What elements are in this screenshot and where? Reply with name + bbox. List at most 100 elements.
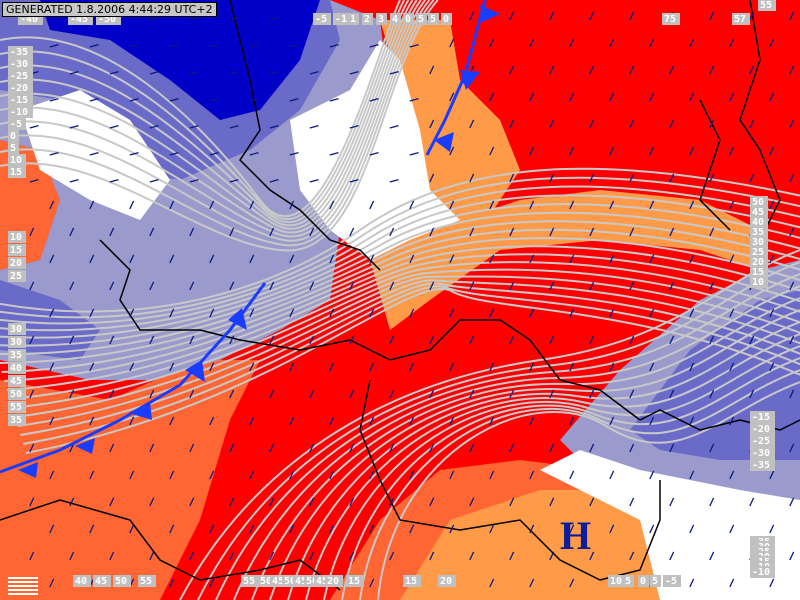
wind-arrow — [529, 416, 535, 426]
wind-arrow — [569, 578, 575, 588]
wind-arrow — [609, 308, 615, 318]
wind-arrow — [189, 551, 195, 561]
legend-icon — [8, 577, 38, 595]
wind-arrow — [209, 98, 219, 102]
wind-arrow — [229, 551, 235, 561]
wind-arrow — [709, 497, 715, 507]
isotherm-line — [0, 0, 406, 220]
contour-label: 40 — [10, 363, 22, 374]
wind-arrow — [109, 443, 115, 453]
contour-label: 75 — [664, 14, 676, 25]
wind-arrow — [609, 416, 615, 426]
isotherm-line — [377, 381, 800, 600]
wind-arrow — [189, 71, 199, 75]
contour-label-bg — [750, 206, 768, 218]
wind-arrow — [529, 362, 535, 372]
contour-label-bg — [750, 423, 775, 435]
cold-front-triangle — [132, 402, 152, 420]
wind-arrow — [269, 71, 279, 75]
wind-arrow — [269, 227, 275, 237]
wind-arrow — [649, 308, 655, 318]
wind-arrow — [29, 389, 35, 399]
contour-label: 45 — [272, 576, 284, 587]
contour-label-bg — [750, 196, 768, 208]
contour-label-bg — [416, 13, 427, 25]
wind-arrow — [209, 470, 215, 480]
wind-arrow — [449, 254, 455, 264]
isotherm-line — [4, 245, 800, 382]
wind-arrow — [429, 227, 435, 237]
contour-label: -45 — [70, 14, 88, 25]
wind-arrow — [569, 254, 575, 264]
wind-arrow — [369, 416, 375, 426]
cold-front-triangle — [434, 132, 454, 152]
wind-arrow — [509, 227, 515, 237]
isotherm-line — [287, 321, 800, 600]
wind-arrow — [489, 578, 495, 588]
wind-arrow — [309, 551, 315, 561]
wind-arrow — [49, 44, 59, 48]
isotherm-line — [0, 0, 401, 218]
wind-arrow — [729, 578, 735, 588]
contour-label: 30 — [752, 237, 764, 248]
wind-arrow — [649, 524, 655, 534]
wind-arrow — [629, 497, 635, 507]
contour-label: 5 — [625, 576, 631, 587]
contour-label: 30 — [10, 324, 22, 335]
wind-arrow — [109, 497, 115, 507]
wind-arrow — [549, 65, 555, 75]
wind-arrow — [509, 335, 515, 345]
isotherm-line — [179, 249, 800, 600]
isotherm-line — [269, 309, 800, 600]
wind-arrow — [49, 362, 55, 372]
cold-front-line — [425, 0, 487, 156]
wind-arrow — [549, 173, 555, 183]
wind-arrow — [129, 524, 135, 534]
wind-arrow — [149, 389, 155, 399]
wind-arrow — [289, 98, 299, 102]
wind-arrow — [209, 308, 215, 318]
wind-arrow — [529, 254, 535, 264]
contour-label-bg — [750, 266, 768, 278]
wind-arrow — [409, 152, 419, 156]
wind-arrow — [389, 335, 395, 345]
wind-arrow — [669, 227, 675, 237]
wind-arrow — [609, 200, 615, 210]
wind-arrow — [349, 281, 355, 291]
wind-arrow — [449, 416, 455, 426]
wind-arrow — [469, 389, 475, 399]
contour-label-bg — [750, 447, 775, 459]
wind-arrow — [389, 179, 399, 183]
wind-arrow — [509, 119, 515, 129]
wind-arrow — [789, 173, 795, 183]
wind-arrow — [789, 497, 795, 507]
wind-arrow — [349, 551, 355, 561]
contour-label-bg — [8, 336, 26, 348]
wind-arrow — [309, 497, 315, 507]
wind-arrow — [729, 200, 735, 210]
wind-arrow — [689, 146, 695, 156]
wind-arrow — [209, 254, 215, 264]
wind-arrow — [609, 146, 615, 156]
contour-label: -35 — [752, 460, 770, 471]
white-region-west — [20, 90, 170, 220]
contour-label-bg — [750, 411, 775, 423]
wind-arrow — [449, 470, 455, 480]
wind-arrow — [749, 389, 755, 399]
contour-label-bg — [8, 82, 33, 94]
wind-arrow — [149, 443, 155, 453]
wind-arrow — [629, 281, 635, 291]
contour-label-bg — [650, 575, 661, 587]
wind-arrow — [249, 44, 259, 48]
wind-arrow — [549, 11, 555, 21]
wind-arrow — [69, 125, 79, 129]
wind-arrow — [629, 65, 635, 75]
contour-label: 45 — [752, 207, 764, 218]
contour-label: 55 — [10, 402, 22, 413]
wind-arrow — [669, 119, 675, 129]
isotherm-line — [305, 333, 800, 600]
wind-arrow — [249, 254, 255, 264]
wind-arrow — [129, 254, 135, 264]
contour-label: 30 — [10, 337, 22, 348]
wind-arrow — [749, 497, 755, 507]
